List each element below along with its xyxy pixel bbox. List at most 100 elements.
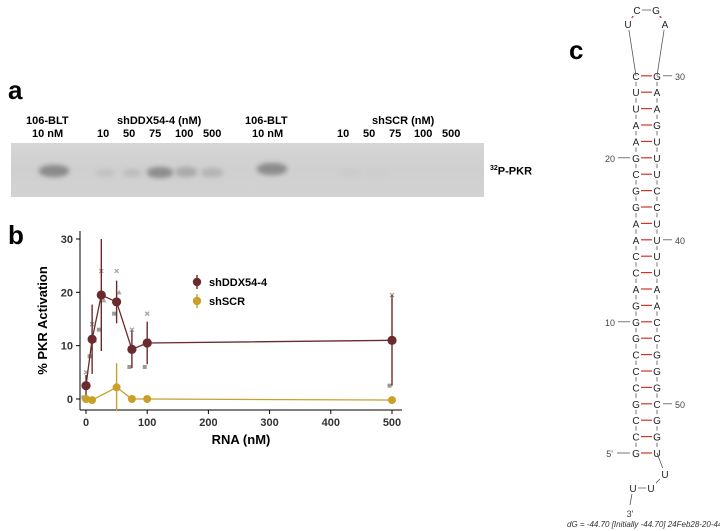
position-label: 30 <box>675 72 685 82</box>
nucleotide-bg <box>652 332 662 345</box>
gel-band <box>201 168 223 177</box>
panel-c-letter: c <box>569 35 584 65</box>
nucleotide: U <box>653 137 660 148</box>
position-label: 20 <box>605 154 615 164</box>
nucleotide-bg <box>651 4 661 16</box>
nucleotide: C <box>632 170 639 181</box>
nucleotide: G <box>652 6 660 17</box>
nucleotide-bg <box>631 397 641 410</box>
nucleotide: U <box>653 269 660 280</box>
x-axis-label: RNA (nM) <box>212 432 271 447</box>
nucleotide-bg <box>631 332 641 345</box>
position-label: 10 <box>605 318 615 328</box>
nucleotide-bg <box>652 381 662 394</box>
nucleotide-bg <box>652 184 662 197</box>
replicate-point <box>142 365 147 369</box>
y-axis-label: % PKR Activation <box>35 266 50 375</box>
conc-label: 75 <box>149 128 162 140</box>
position-label: 50 <box>675 400 685 410</box>
legend-label: shDDX54-4 <box>209 277 268 289</box>
legend-label: shSCR <box>209 296 245 308</box>
nucleotide: U <box>653 252 660 263</box>
y-tick-label: 10 <box>61 341 73 353</box>
nucleotide-bg <box>652 233 662 246</box>
x-tick-label: 200 <box>199 417 217 429</box>
nucleotide: U <box>624 20 631 31</box>
nucleotide-bg <box>652 168 662 181</box>
conc-label: 500 <box>442 128 461 140</box>
nucleotide-bg <box>631 151 641 164</box>
nucleotide: U <box>632 105 639 116</box>
gel-band <box>341 169 359 177</box>
gel-band <box>123 169 141 177</box>
nucleotide: C <box>632 351 639 362</box>
nucleotide: C <box>633 6 640 17</box>
y-tick-label: 0 <box>67 394 73 406</box>
nucleotide: C <box>632 269 639 280</box>
nucleotide: C <box>632 72 639 83</box>
gel-band <box>96 169 114 177</box>
nucleotide: A <box>633 236 640 247</box>
conc-label: 75 <box>389 128 402 140</box>
nucleotide: U <box>653 236 660 247</box>
five-prime-label: 5' <box>606 449 613 459</box>
band-label-text: P-PKR <box>497 165 533 178</box>
nucleotide-bg <box>652 119 662 131</box>
conc-label: 500 <box>203 128 222 140</box>
nucleotide: G <box>653 433 661 444</box>
nucleotide-bg <box>652 266 662 279</box>
nucleotide-bg <box>631 135 641 148</box>
x-tick-label: 100 <box>138 417 156 429</box>
group-header-shscr: shSCR (nM) <box>372 115 435 127</box>
nucleotide: G <box>632 318 640 329</box>
gel-band <box>39 165 69 177</box>
x-tick-label: 400 <box>322 417 340 429</box>
nucleotide-bg <box>652 348 662 361</box>
lane-header-106blt-mid: 106-BLT <box>245 115 288 127</box>
nucleotide-bg <box>652 151 662 164</box>
band-label-32p-pkr: 32P-PKR <box>490 165 532 178</box>
nucleotide-bg <box>631 217 641 230</box>
replicate-point <box>127 365 132 369</box>
nucleotide: C <box>632 252 639 263</box>
nucleotide-bg <box>652 299 662 312</box>
conc-label: 50 <box>363 128 376 140</box>
replicate-point <box>129 327 135 333</box>
nucleotide: C <box>653 187 660 198</box>
position-label: 40 <box>675 236 685 246</box>
conc-label: 10 <box>337 128 350 140</box>
group-header-shddx54: shDDX54-4 (nM) <box>117 115 202 127</box>
nucleotide-bg <box>652 250 662 263</box>
nucleotide-bg <box>652 397 662 410</box>
nucleotide: G <box>632 449 640 460</box>
nucleotide: A <box>633 137 640 148</box>
nucleotide: A <box>654 88 661 99</box>
band-label-superscript: 32 <box>490 165 498 172</box>
replicate-point <box>114 268 120 274</box>
lane-header-10nm-mid: 10 nM <box>252 128 284 140</box>
data-point <box>143 395 152 403</box>
nucleotide-bg <box>631 283 641 295</box>
nucleotide: U <box>653 154 660 165</box>
nucleotide-bg <box>652 430 662 443</box>
nucleotide-bg <box>631 315 641 328</box>
nucleotide-bg <box>652 201 662 213</box>
x-tick-label: 0 <box>83 417 89 429</box>
nucleotide-bg <box>631 381 641 394</box>
lane-header-10nm-left: 10 nM <box>32 128 64 140</box>
gel-band <box>257 163 287 175</box>
replicate-point <box>112 311 117 316</box>
nucleotide-bg <box>623 18 633 30</box>
nucleotide-bg <box>631 102 641 115</box>
nucleotide: C <box>632 416 639 427</box>
gel-band <box>369 169 387 177</box>
data-point <box>127 395 136 403</box>
data-point <box>387 335 397 345</box>
nucleotide: U <box>661 470 668 481</box>
replicate-point <box>387 383 392 388</box>
panel-b-letter: b <box>8 220 24 250</box>
loop-backbone <box>627 9 666 76</box>
x-tick-label: 300 <box>260 417 278 429</box>
nucleotide-bg <box>660 468 670 480</box>
data-point <box>96 290 106 300</box>
